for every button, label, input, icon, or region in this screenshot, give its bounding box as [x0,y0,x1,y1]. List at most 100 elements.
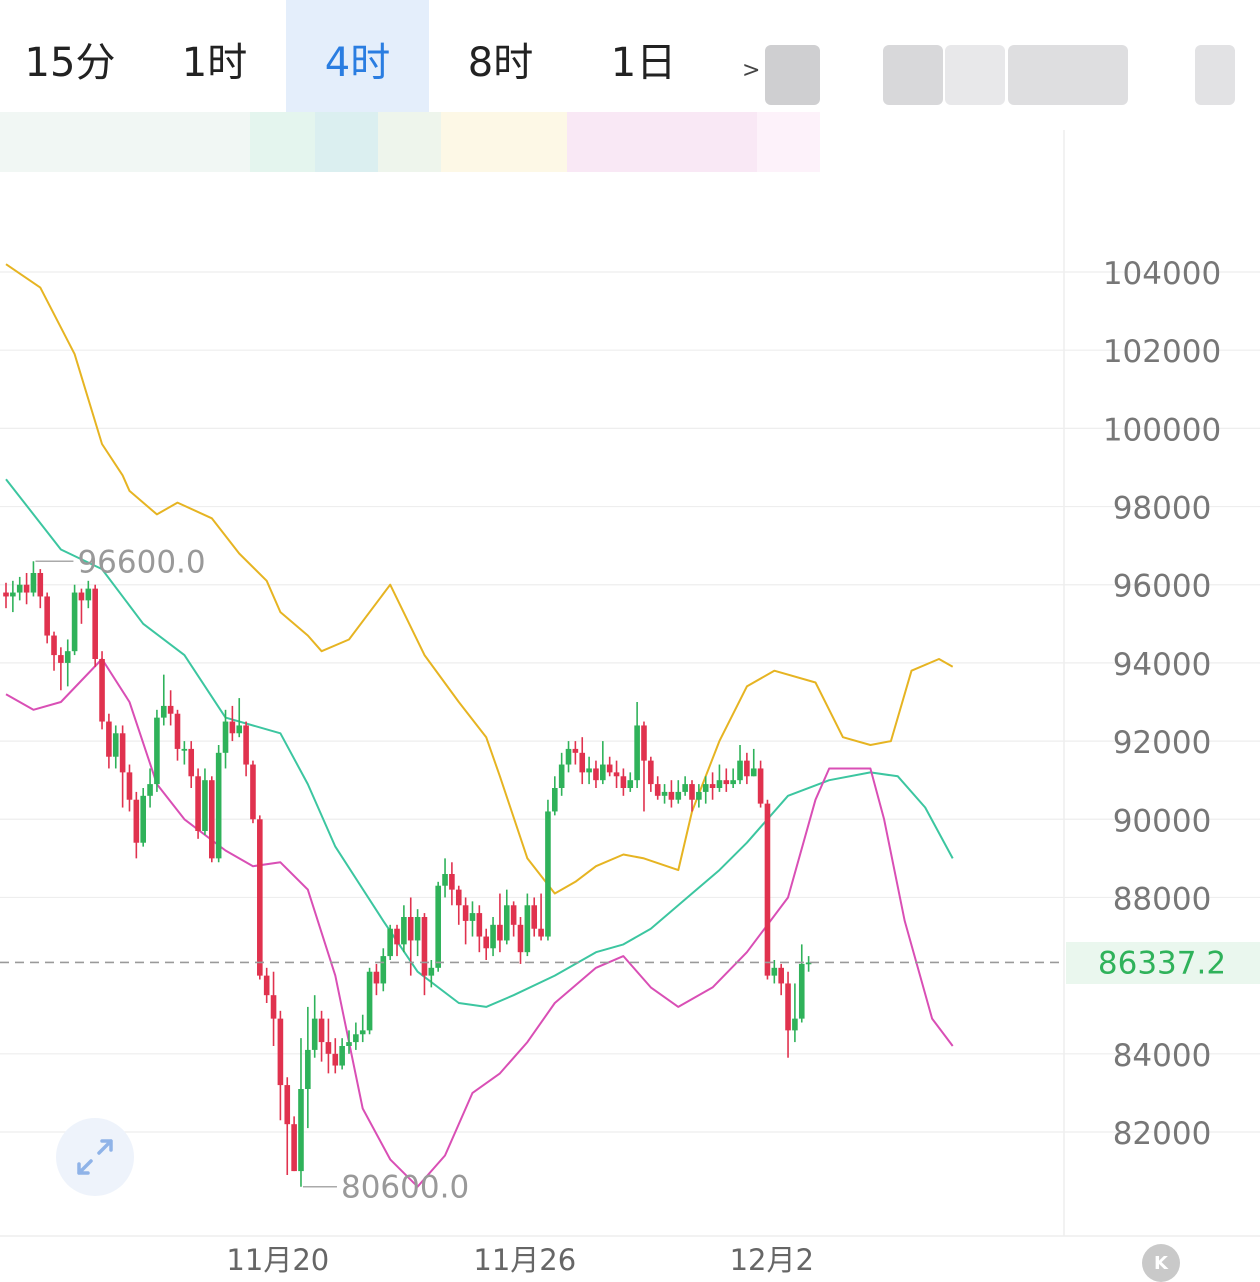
blurred-tab [945,45,1005,105]
candle-body [558,764,565,788]
tab-label: 8时 [467,40,534,86]
y-tick-label: 98000 [1113,491,1212,527]
candle-body [503,905,510,941]
candle-body [229,721,236,734]
candle-body [222,721,229,753]
candle-body [497,924,503,941]
candle-body [421,917,428,976]
candlestick-chart[interactable]: 104000 102000 100000 98000 96000 94000 92000 90… [0,118,1260,1280]
candle-body [798,963,805,1019]
last-price-badge-bg [1066,942,1260,984]
bollinger-lower-line [5,658,954,1188]
candle-body [174,713,181,749]
indicator-chip [0,112,250,172]
candle-body [641,725,647,761]
candle-body [552,788,558,812]
candle-body [668,791,675,800]
candle-body [270,995,277,1019]
candle-body [407,917,414,941]
timeframe-tab-bar: 15分 1时 4时 8时 1日 > [0,0,1260,118]
candle-body [750,768,757,777]
blurred-indicator-bar [0,112,830,172]
candle-body [442,874,448,886]
candle-body [600,764,606,781]
tab-1h[interactable]: 1时 [143,0,286,118]
tab-15min[interactable]: 15分 [0,0,140,118]
candle-body [785,983,791,1031]
y-tick-label: 96000 [1113,569,1212,605]
x-tick-label: 11月26 [473,1243,576,1277]
candle-body [778,967,784,984]
candle-body [586,768,592,773]
candle-body [744,760,750,777]
k-line-icon[interactable]: K [1142,1244,1180,1282]
blurred-tab [765,45,820,105]
candle-body [106,721,112,757]
candle-body [510,905,517,925]
candle-body [366,971,373,1031]
candle-body [215,752,222,859]
candle-body [654,784,661,796]
candle-body [764,803,771,976]
more-timeframes-button[interactable]: > [742,58,761,83]
indicator-chip [250,112,315,172]
candle-body [805,962,812,965]
candle-body [92,588,98,659]
y-tick-label: 84000 [1113,1038,1212,1074]
tab-label: 4时 [324,40,391,86]
candle-body [716,780,723,788]
y-tick-label: 90000 [1113,803,1212,839]
blurred-tab [1195,45,1235,105]
candle-body [613,772,620,777]
candle-body [318,1018,325,1043]
candle-body [85,588,92,601]
y-tick-label: 104000 [1103,256,1221,292]
candle-body [133,799,140,843]
y-tick-label: 102000 [1103,334,1221,370]
indicator-chip [757,112,820,172]
tab-1d[interactable]: 1日 [572,0,715,118]
expand-arrows-icon [77,1139,113,1175]
tab-label: 1时 [181,40,248,86]
candle-body [455,889,462,906]
candle-body [332,1053,339,1066]
tab-4h[interactable]: 4时 [286,0,429,118]
candle-body [565,748,572,765]
expand-chart-button[interactable] [56,1118,134,1196]
candle-body [30,573,37,593]
candle-body [627,780,634,788]
candle-body [394,928,400,945]
x-tick-label: 12月2 [730,1243,814,1277]
candle-body [483,936,489,949]
candle-body [689,784,695,800]
candle-body [709,784,716,788]
indicator-chip [441,112,567,172]
candle-body [353,1034,359,1043]
candle-body [648,760,654,785]
candle-body [250,764,256,820]
candle-body [236,725,243,734]
candle-body [757,768,764,804]
blurred-tab [1008,45,1128,105]
candle-body [380,956,387,984]
candle-body [291,1124,297,1172]
candle-body [298,1089,304,1172]
candle-body [188,748,195,777]
candle-body [58,655,64,663]
candle-body [517,924,524,953]
candle-body [181,748,188,751]
candle-body [78,592,85,601]
candle-body [414,917,421,941]
indicator-chip [378,112,441,172]
candle-body [792,1018,798,1031]
candle-body [545,811,551,937]
tab-label: 1日 [610,40,677,86]
bollinger-upper-line [5,263,954,895]
candle-body [44,596,50,636]
candle-body [675,791,682,800]
candle-body [16,584,23,593]
y-tick-label: 94000 [1113,647,1212,683]
tab-8h[interactable]: 8时 [429,0,572,118]
candle-body [305,1049,311,1089]
blurred-tab-group [755,45,1235,105]
